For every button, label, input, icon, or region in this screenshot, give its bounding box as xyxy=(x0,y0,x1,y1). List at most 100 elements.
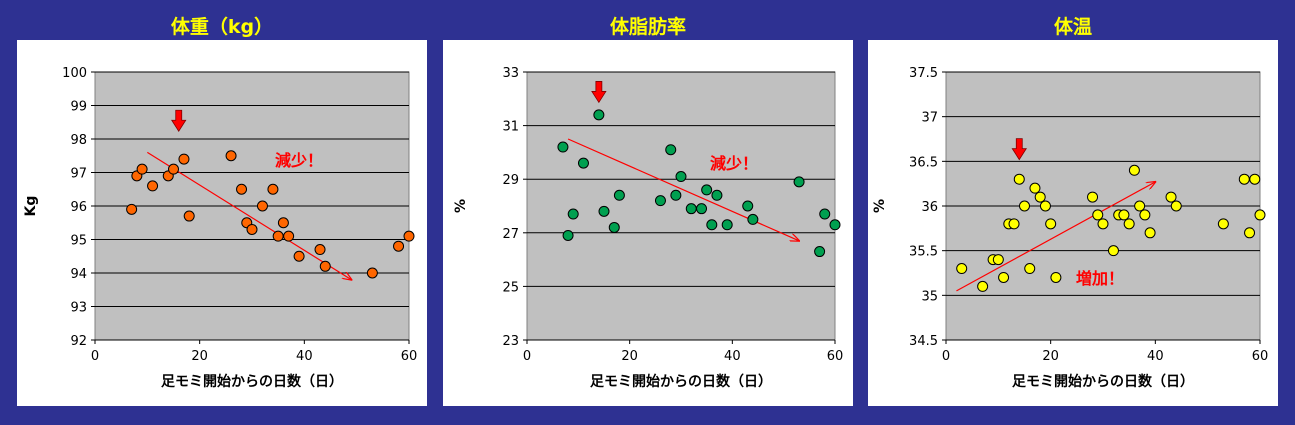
data-point xyxy=(577,157,589,169)
data-point xyxy=(998,271,1010,283)
y-tick-label: 37 xyxy=(921,111,938,126)
data-point xyxy=(1134,200,1146,212)
chart-title-body-temperature: 体温 xyxy=(1053,16,1092,38)
data-point xyxy=(1238,173,1250,185)
data-point xyxy=(685,203,697,215)
data-point xyxy=(701,184,713,196)
data-point xyxy=(706,219,718,231)
trend-annotation: 減少！ xyxy=(710,154,758,173)
data-point xyxy=(246,223,258,235)
data-point xyxy=(403,230,415,242)
y-tick-label: 25 xyxy=(502,280,519,295)
x-tick-label: 60 xyxy=(827,349,844,364)
data-point xyxy=(126,203,138,215)
data-point xyxy=(277,217,289,229)
data-point xyxy=(742,200,754,212)
y-tick-label: 35 xyxy=(921,289,938,304)
data-point xyxy=(1217,218,1229,230)
data-point xyxy=(178,153,190,165)
y-tick-label: 36.5 xyxy=(909,155,938,170)
data-point xyxy=(1170,200,1182,212)
data-point xyxy=(236,183,248,195)
data-point xyxy=(819,208,831,220)
x-tick-label: 0 xyxy=(942,349,950,364)
data-point xyxy=(319,260,331,272)
plot-area xyxy=(526,71,836,341)
y-tick-label: 36 xyxy=(921,200,938,215)
trend-arrow xyxy=(147,151,351,279)
data-point xyxy=(1019,200,1030,212)
data-point xyxy=(665,144,677,156)
x-axis-label: 足モミ開始からの日数（日） xyxy=(1012,373,1194,390)
data-point xyxy=(608,221,620,233)
y-tick-label: 37.5 xyxy=(909,66,938,81)
data-point xyxy=(593,109,605,121)
trend-arrow xyxy=(956,182,1155,292)
y-tick-label: 96 xyxy=(70,200,87,215)
data-point xyxy=(562,229,574,241)
data-point xyxy=(183,210,195,222)
data-point xyxy=(1029,182,1041,194)
highlight-arrow-icon xyxy=(171,109,187,132)
data-point xyxy=(225,150,237,162)
y-tick-label: 92 xyxy=(70,334,87,349)
data-point xyxy=(1244,227,1256,239)
data-point xyxy=(557,141,569,153)
x-tick-label: 40 xyxy=(296,349,313,364)
trend-annotation: 増加！ xyxy=(1076,269,1124,288)
data-point xyxy=(256,200,268,212)
x-tick-label: 20 xyxy=(621,349,638,364)
chart-svg-body-fat: 23 25 27 29 31 33 0 20 40 60 足モミ開始からの日数（日）% 減少！ xyxy=(453,66,844,390)
data-point xyxy=(267,183,279,195)
x-tick-label: 60 xyxy=(1252,349,1269,364)
highlight-arrow-icon xyxy=(591,81,607,104)
data-point xyxy=(314,244,326,256)
data-point xyxy=(1008,218,1020,230)
data-point xyxy=(1123,218,1135,230)
data-point xyxy=(992,254,1004,266)
data-point xyxy=(1024,263,1036,275)
y-tick-label: 31 xyxy=(502,120,519,135)
data-point xyxy=(567,208,579,220)
data-point xyxy=(147,180,159,192)
trend-arrow xyxy=(567,138,799,241)
data-point xyxy=(366,267,378,279)
data-point xyxy=(747,213,759,225)
data-point xyxy=(977,280,989,292)
y-tick-label: 27 xyxy=(502,227,519,242)
x-tick-label: 20 xyxy=(1042,349,1059,364)
y-axis-label: % xyxy=(872,199,888,213)
data-point xyxy=(675,171,687,183)
x-tick-label: 60 xyxy=(401,349,418,364)
x-tick-label: 40 xyxy=(1147,349,1164,364)
y-tick-label: 95 xyxy=(70,234,87,249)
trend-annotation: 減少！ xyxy=(275,151,323,170)
data-point xyxy=(1013,173,1025,185)
data-point xyxy=(1128,164,1140,176)
data-point xyxy=(1165,191,1177,203)
y-tick-label: 98 xyxy=(70,133,87,148)
data-point xyxy=(1118,209,1130,221)
data-point xyxy=(283,230,295,242)
data-point xyxy=(393,240,405,252)
y-tick-label: 35.5 xyxy=(909,245,938,260)
data-point xyxy=(1144,227,1156,239)
y-tick-label: 23 xyxy=(502,334,519,349)
y-tick-label: 33 xyxy=(502,66,519,81)
chart-title-body-fat: 体脂肪率 xyxy=(609,16,686,38)
x-tick-label: 40 xyxy=(724,349,741,364)
chart-svg-body-temperature: 34.5 35 35.5 36 36.5 37 37.5 0 20 40 60 足モミ開始からの日数（… xyxy=(872,66,1269,390)
data-point xyxy=(721,219,733,231)
data-point xyxy=(1097,218,1109,230)
x-axis-label: 足モミ開始からの日数（日） xyxy=(590,373,772,390)
data-point xyxy=(793,176,805,188)
y-tick-label: 29 xyxy=(502,173,519,188)
data-point xyxy=(1087,191,1099,203)
data-point xyxy=(1254,209,1266,221)
y-tick-label: 34.5 xyxy=(909,334,938,349)
data-point xyxy=(814,246,826,258)
data-point xyxy=(272,230,284,242)
chart-title-weight: 体重（kg） xyxy=(170,16,274,38)
chart-panel-body-temperature: 34.5 35 35.5 36 36.5 37 37.5 0 20 40 60 足モミ開始からの日数（… xyxy=(868,40,1278,406)
data-point xyxy=(136,163,148,175)
